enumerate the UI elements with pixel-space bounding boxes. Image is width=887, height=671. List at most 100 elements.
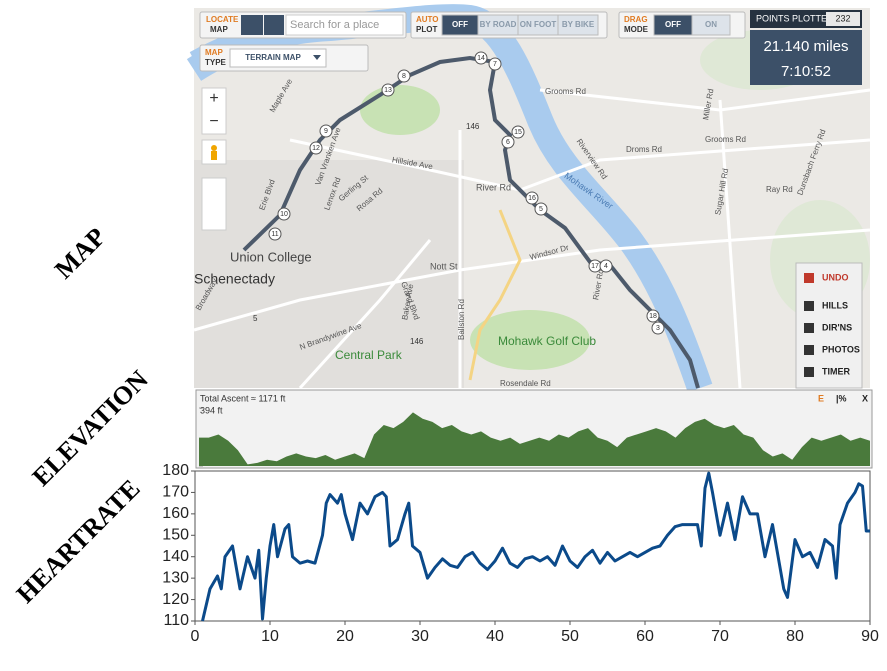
route-marker[interactable] xyxy=(397,69,411,83)
map-label: Mohawk Golf Club xyxy=(498,334,596,348)
route-marker-label: 4 xyxy=(604,263,608,270)
y-tick-label: 130 xyxy=(162,569,189,586)
elevation-control[interactable]: |% xyxy=(836,393,847,403)
auto-option-label: BY ROAD xyxy=(480,20,517,29)
y-tick-label: 140 xyxy=(162,548,189,565)
route-marker[interactable] xyxy=(474,51,488,65)
route-marker[interactable] xyxy=(501,135,515,149)
auto-label: AUTO xyxy=(416,15,439,24)
elevation-area xyxy=(199,412,870,466)
route-marker[interactable] xyxy=(381,83,395,97)
points-count: 232 xyxy=(835,13,850,23)
route-marker[interactable] xyxy=(319,124,333,138)
auto-sub: PLOT xyxy=(416,25,437,34)
map-label: MAP xyxy=(49,222,111,284)
svg-text:+: + xyxy=(209,90,218,107)
menu-item[interactable]: DIR'NS xyxy=(822,322,852,332)
elevation-control[interactable]: E xyxy=(818,393,824,403)
elevation-label: ELEVATION xyxy=(27,365,154,492)
map-label: Grooms Rd xyxy=(705,135,746,144)
bookmark-button[interactable] xyxy=(264,15,284,35)
auto-option-label: OFF xyxy=(452,20,468,29)
elevation-tick-label: 394 ft xyxy=(200,405,223,415)
route-marker-label: 15 xyxy=(514,129,522,136)
map-label: Rosendale Rd xyxy=(500,379,551,388)
park xyxy=(360,85,440,135)
locate-button[interactable] xyxy=(241,15,263,35)
x-tick-label: 60 xyxy=(636,628,654,645)
map-label: Union College xyxy=(230,249,312,264)
time: 7:10:52 xyxy=(781,63,831,80)
y-tick-label: 110 xyxy=(163,612,189,629)
search-box[interactable] xyxy=(285,14,404,36)
map-label: Central Park xyxy=(335,348,403,362)
map-type-value: TERRAIN MAP xyxy=(245,53,301,62)
menu-item[interactable]: HILLS xyxy=(822,300,848,310)
auto-option-label: ON FOOT xyxy=(520,20,557,29)
route-marker[interactable] xyxy=(646,309,660,323)
drag-sub: MODE xyxy=(624,25,649,34)
menu-item[interactable]: TIMER xyxy=(822,366,850,376)
route-marker[interactable] xyxy=(268,227,282,241)
route-marker-label: 3 xyxy=(656,325,660,332)
y-tick-label: 160 xyxy=(162,505,189,522)
drag-option[interactable] xyxy=(691,14,731,36)
map-label: 146 xyxy=(466,122,480,131)
elevation-title: Total Ascent ≈ 1171 ft xyxy=(200,393,286,403)
route-marker[interactable] xyxy=(651,321,665,335)
map-label: River Rd xyxy=(476,182,511,192)
dropdown-arrow xyxy=(313,55,321,60)
zoom-buttons[interactable] xyxy=(201,87,227,135)
auto-option-label: BY BIKE xyxy=(562,20,595,29)
menu-icon xyxy=(804,323,814,333)
route-marker[interactable] xyxy=(534,202,548,216)
x-tick-label: 70 xyxy=(711,628,729,645)
map-label: 146 xyxy=(410,337,424,346)
map-type-select[interactable] xyxy=(229,48,327,68)
map-label: Droms Rd xyxy=(626,145,662,154)
locate-sub: MAP xyxy=(210,25,228,34)
locate-label: LOCATE xyxy=(206,15,239,24)
menu-icon xyxy=(804,367,814,377)
route-marker-label: 17 xyxy=(591,263,599,270)
route-marker[interactable] xyxy=(525,191,539,205)
route-marker-label: 14 xyxy=(477,55,485,62)
menu-item[interactable]: UNDO xyxy=(822,272,849,282)
route-marker-label: 9 xyxy=(324,128,328,135)
menu-item[interactable]: PHOTOS xyxy=(822,344,860,354)
map-label: 5 xyxy=(253,314,258,323)
drag-option-label: OFF xyxy=(665,20,681,29)
route-marker-label: 11 xyxy=(271,231,278,238)
heartrate-line xyxy=(201,471,870,622)
route xyxy=(242,55,700,389)
x-tick-label: 40 xyxy=(486,628,504,645)
park xyxy=(470,310,590,370)
elevation-control[interactable]: X xyxy=(862,393,868,403)
map-tools[interactable] xyxy=(201,177,227,231)
heartrate-chart: 110 120 130 140 150 160 170 180 0 10 20 30 40 50 60 70 8… xyxy=(162,462,879,645)
x-tick-label: 30 xyxy=(411,628,429,645)
route-marker[interactable] xyxy=(599,259,613,273)
route-marker[interactable] xyxy=(511,125,525,139)
stats-box xyxy=(750,30,862,85)
drag-label: DRAG xyxy=(624,15,648,24)
route-marker[interactable] xyxy=(277,207,291,221)
x-tick-label: 80 xyxy=(786,628,804,645)
search-placeholder: Search for a place xyxy=(290,19,379,31)
map-label: Schenectady xyxy=(194,271,275,287)
route-marker-label: 8 xyxy=(402,73,406,80)
route-marker-label: 13 xyxy=(384,87,392,94)
route-marker[interactable] xyxy=(488,57,502,71)
toolbar: LOCATE MAP Search for a place AUTO PLOT … xyxy=(199,10,863,389)
route-marker-label: 5 xyxy=(539,206,543,213)
drag-option-label: ON xyxy=(705,20,717,29)
route-marker[interactable] xyxy=(309,141,323,155)
menu-icon xyxy=(804,345,814,355)
points-count-box xyxy=(826,12,860,26)
route-marker-label: 18 xyxy=(649,313,657,320)
auto-option[interactable] xyxy=(557,14,599,36)
x-tick-label: 90 xyxy=(861,628,879,645)
x-tick-label: 10 xyxy=(261,628,279,645)
